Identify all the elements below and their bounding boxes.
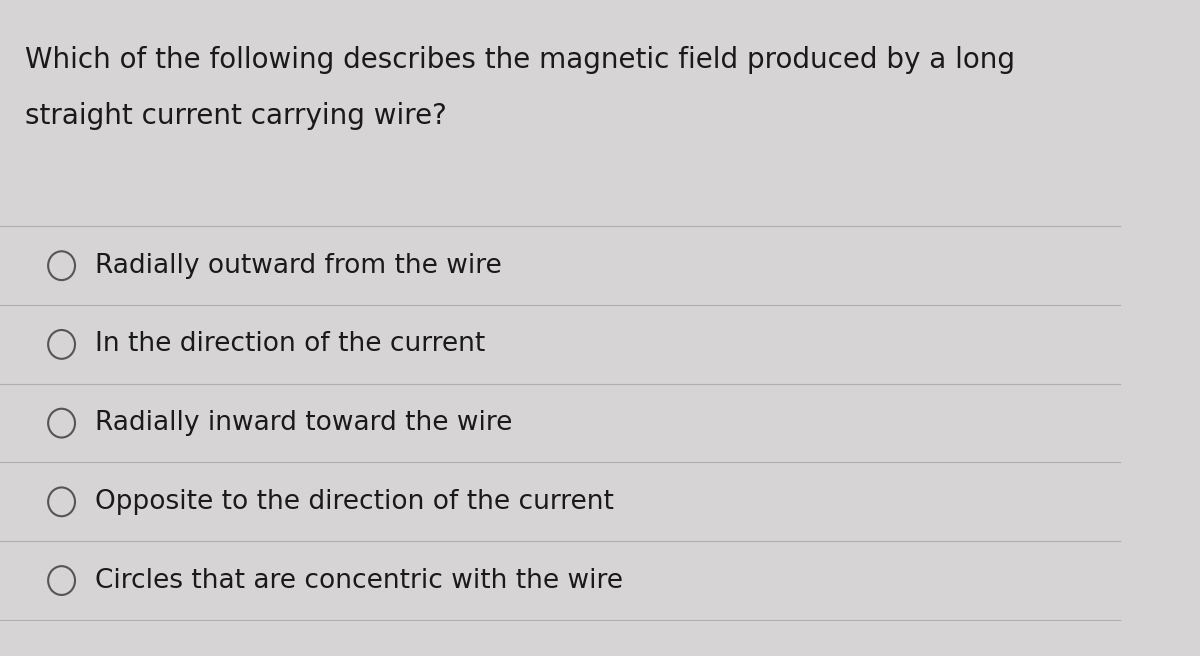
Text: Circles that are concentric with the wire: Circles that are concentric with the wir… [95, 567, 623, 594]
Text: Which of the following describes the magnetic field produced by a long: Which of the following describes the mag… [25, 46, 1015, 74]
Text: Opposite to the direction of the current: Opposite to the direction of the current [95, 489, 614, 515]
Text: In the direction of the current: In the direction of the current [95, 331, 486, 358]
Text: Radially outward from the wire: Radially outward from the wire [95, 253, 502, 279]
Text: Radially inward toward the wire: Radially inward toward the wire [95, 410, 512, 436]
Text: straight current carrying wire?: straight current carrying wire? [25, 102, 446, 130]
